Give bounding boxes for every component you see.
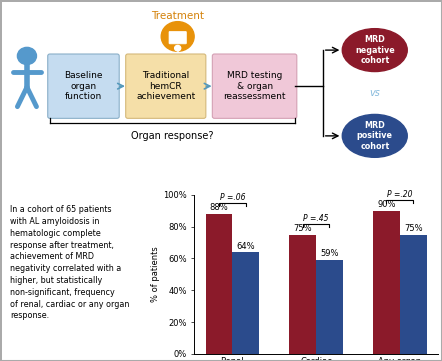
Text: 64%: 64%	[236, 242, 255, 251]
FancyBboxPatch shape	[212, 54, 297, 118]
Ellipse shape	[342, 114, 407, 157]
Text: 90%: 90%	[377, 200, 396, 209]
Bar	[206, 214, 232, 354]
Text: In a cohort of 65 patients
with AL amyloidosis in
hematologic complete
response : In a cohort of 65 patients with AL amylo…	[10, 205, 130, 321]
Text: MRD
negative
cohort: MRD negative cohort	[355, 35, 395, 65]
Text: 75%: 75%	[293, 224, 312, 233]
Ellipse shape	[342, 29, 407, 71]
Text: Treatment: Treatment	[151, 11, 204, 21]
Bar	[289, 235, 316, 354]
Text: Baseline
organ
function: Baseline organ function	[64, 71, 103, 101]
Y-axis label: % of patients: % of patients	[151, 247, 160, 302]
Text: 59%: 59%	[320, 249, 339, 258]
Text: 88%: 88%	[210, 203, 229, 212]
Bar	[316, 260, 343, 354]
FancyBboxPatch shape	[126, 54, 206, 118]
FancyBboxPatch shape	[48, 54, 119, 118]
Text: P =.06: P =.06	[220, 193, 245, 202]
Text: MRD testing
& organ
reassessment: MRD testing & organ reassessment	[223, 71, 286, 101]
Circle shape	[161, 22, 194, 51]
Text: 75%: 75%	[404, 224, 423, 233]
Text: Organ response?: Organ response?	[131, 131, 213, 141]
Circle shape	[175, 45, 181, 51]
Text: MRD
positive
cohort: MRD positive cohort	[357, 121, 393, 151]
Bar	[232, 252, 259, 354]
Text: P =.20: P =.20	[387, 190, 412, 199]
FancyBboxPatch shape	[169, 31, 187, 44]
Bar	[373, 211, 400, 354]
Text: Traditional
hemCR
achievement: Traditional hemCR achievement	[136, 71, 195, 101]
Text: vs: vs	[370, 88, 380, 98]
Circle shape	[17, 47, 37, 65]
Text: P =.45: P =.45	[303, 214, 329, 223]
Bar	[400, 235, 427, 354]
